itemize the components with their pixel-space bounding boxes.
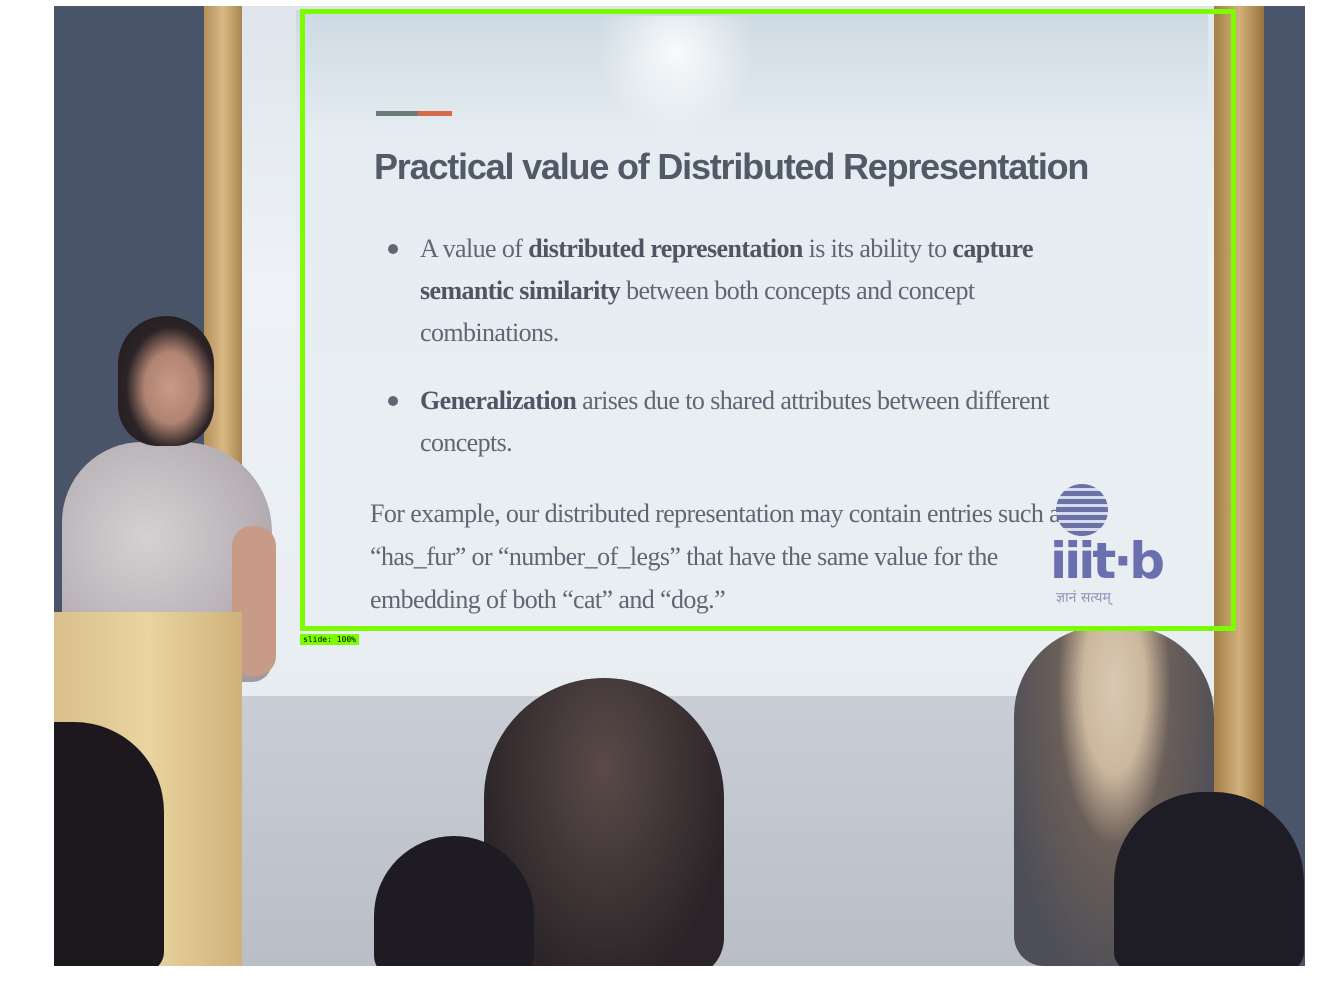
bullet-list: A value of distributed representation is…	[378, 228, 1078, 464]
lecture-photo: Practical value of Distributed Represent…	[54, 6, 1305, 966]
bullet-dot-icon	[388, 244, 398, 254]
bullet-text: is its ability to	[802, 234, 953, 263]
logo-tagline: ज्ञानं सत्यम्	[1056, 590, 1111, 606]
title-accent-line	[376, 111, 452, 116]
presenter-head	[118, 316, 214, 446]
bullet-bold-text: capture semantic similarity	[420, 234, 1034, 305]
iiitb-logo: iiit·b ज्ञानं सत्यम्	[1050, 484, 1180, 614]
projected-slide: Practical value of Distributed Represent…	[296, 10, 1208, 652]
audience-member	[1114, 792, 1304, 966]
example-paragraph: For example, our distributed representat…	[370, 499, 1070, 614]
audience-member	[374, 836, 534, 966]
bullet-text: arises due to shared attributes between …	[420, 386, 1050, 457]
bullet-bold-text: distributed representation	[528, 234, 803, 263]
audience-member	[54, 722, 164, 966]
projector-glare	[596, 16, 756, 136]
slide-bounding-box	[300, 9, 1236, 631]
bullet-item: Generalization arises due to shared attr…	[378, 380, 1078, 464]
bullet-dot-icon	[388, 396, 398, 406]
slide-title: Practical value of Distributed Represent…	[374, 146, 1089, 187]
bullet-text: between both concepts and concept combin…	[420, 276, 975, 347]
bounding-box-label: slide: 100%	[300, 634, 359, 645]
bullet-item: A value of distributed representation is…	[378, 228, 1078, 354]
logo-wordmark: iiit·b	[1050, 532, 1165, 590]
wall-right	[1264, 6, 1305, 966]
bullet-text: A value of	[420, 234, 529, 263]
globe-icon	[1056, 484, 1108, 536]
bullet-bold-text: Generalization	[420, 386, 577, 415]
